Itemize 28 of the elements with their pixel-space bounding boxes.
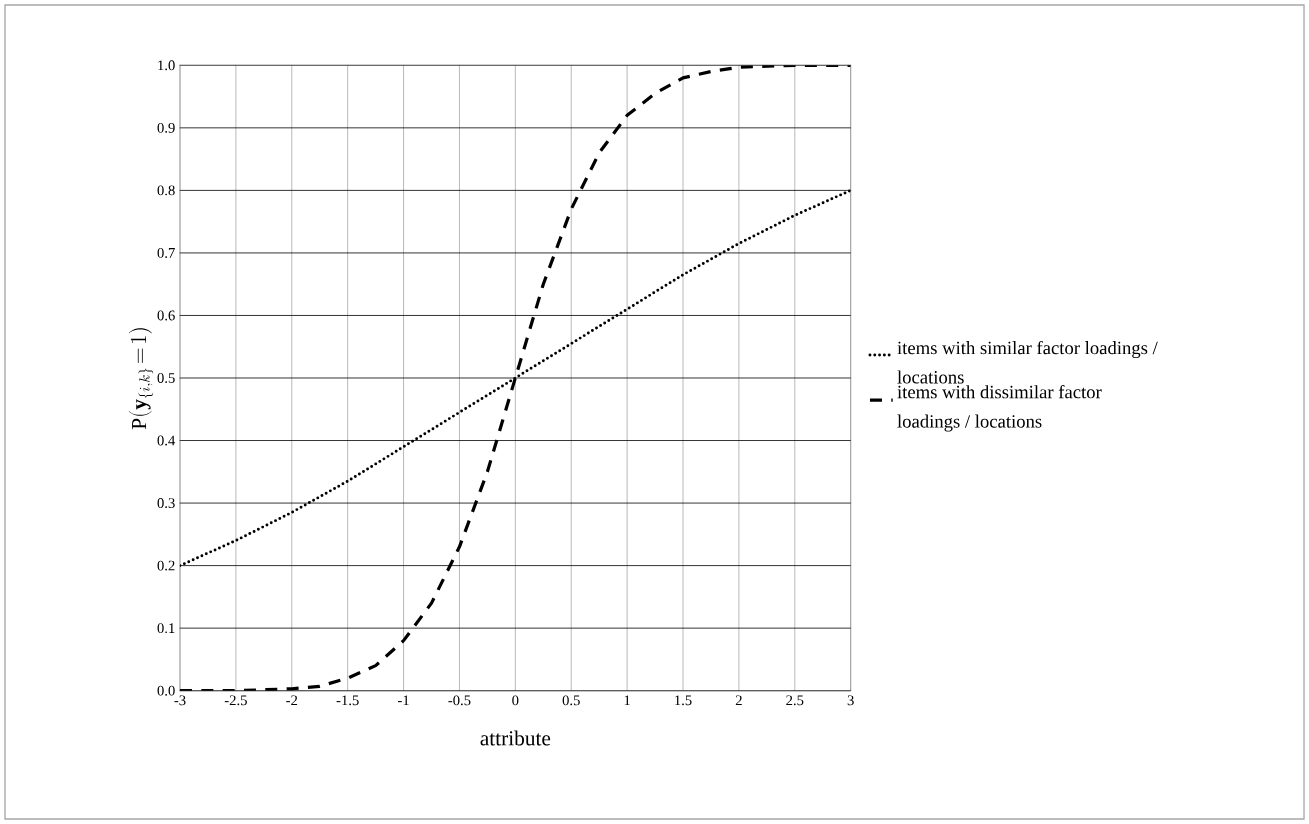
- y-tick-label: 0.4: [157, 435, 176, 446]
- legend-label: items with dissimilar factor loadings / locations: [897, 385, 1102, 432]
- legend-label: items with similar factor loadings / locations: [897, 340, 1158, 384]
- x-tick-label: 0.5: [562, 695, 580, 706]
- y-tick-label: 0.5: [157, 373, 175, 383]
- x-tick-label: 3: [847, 695, 854, 706]
- y-tick-label: 1.0: [158, 60, 175, 71]
- y-tick-label: 0.2: [157, 560, 175, 571]
- x-axis-title: attribute: [480, 730, 551, 746]
- x-tick-label: -3: [174, 695, 186, 706]
- y-tick-label: 0.6: [157, 310, 175, 321]
- x-tick-label: 2: [735, 695, 742, 706]
- y-tick-label: 0.3: [157, 498, 175, 509]
- y-tick-label: 0.9: [157, 122, 175, 133]
- y-tick-label: 0.8: [157, 185, 175, 196]
- y-tick-label: 0.0: [157, 685, 175, 696]
- x-tick-label: -2.5: [224, 695, 247, 706]
- y-axis-title: $\mathrm{P}(\mathbf{y}_{\{i,k\}}\!=\!1)$: [128, 328, 154, 430]
- y-tick-label: 0.7: [157, 247, 175, 258]
- x-tick-label: -1.5: [336, 695, 359, 706]
- x-tick-label: -2: [286, 695, 298, 706]
- x-tick-label: -0.5: [448, 695, 471, 706]
- x-tick-label: 2.5: [786, 695, 804, 706]
- x-tick-label: 1: [624, 695, 630, 706]
- y-tick-label: 0.1: [157, 623, 175, 634]
- x-tick-label: 1.5: [675, 695, 692, 706]
- x-tick-label: -1: [398, 695, 409, 706]
- x-tick-label: 0: [512, 695, 519, 706]
